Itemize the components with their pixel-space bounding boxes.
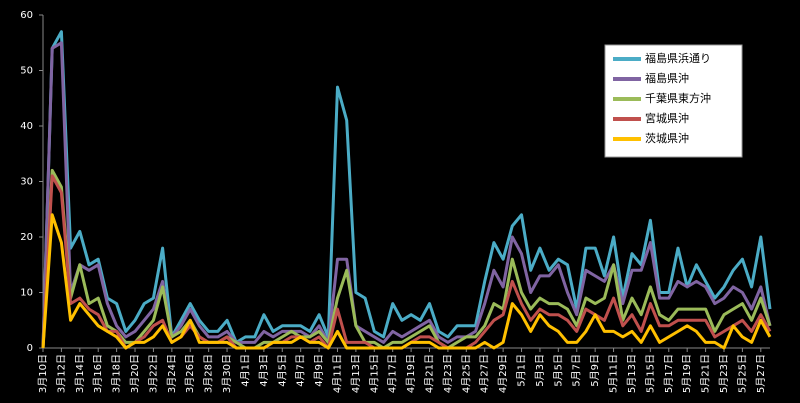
x-tick-label: 5月1日: [516, 354, 528, 387]
y-tick-label: 20: [20, 232, 33, 243]
legend-label: 福島県浜通り: [645, 51, 711, 65]
legend-label: 宮城県沖: [645, 111, 689, 125]
x-tick-label: 4月17日: [387, 354, 399, 393]
x-tick-label: 4月23日: [442, 354, 454, 393]
x-tick-label: 3月22日: [147, 354, 159, 393]
x-tick-label: 4月1日: [239, 354, 251, 387]
x-tick-label: 3月20日: [129, 354, 141, 393]
series-line: [41, 168, 772, 350]
x-tick-label: 5月27日: [755, 354, 767, 393]
x-tick-label: 5月19日: [681, 354, 693, 393]
legend-label: 千葉県東方沖: [645, 91, 711, 105]
x-tick-label: 5月13日: [626, 354, 638, 393]
x-tick-label: 4月5日: [276, 354, 288, 387]
x-tick-label: 5月25日: [736, 354, 748, 393]
x-tick-label: 5月7日: [571, 354, 583, 387]
x-tick-label: 5月5日: [552, 354, 564, 387]
x-tick-label: 4月25日: [460, 354, 472, 393]
y-tick-label: 10: [20, 288, 33, 299]
series-line: [41, 30, 772, 349]
x-tick-label: 4月29日: [497, 354, 509, 393]
x-tick-label: 4月3日: [258, 354, 270, 387]
x-tick-label: 3月18日: [111, 354, 123, 393]
x-tick-label: 4月15日: [368, 354, 380, 393]
x-tick-label: 4月13日: [350, 354, 362, 393]
x-tick-label: 3月30日: [221, 354, 233, 393]
x-tick-label: 5月21日: [700, 354, 712, 393]
x-tick-label: 5月15日: [644, 354, 656, 393]
x-tick-label: 4月11日: [331, 354, 343, 393]
x-tick-label: 5月11日: [608, 354, 620, 393]
x-tick-label: 5月23日: [718, 354, 730, 393]
y-tick-label: 60: [20, 10, 33, 21]
x-tick-label: 3月12日: [55, 354, 67, 393]
y-tick-label: 40: [20, 121, 33, 132]
y-tick-label: 0: [27, 343, 33, 354]
x-tick-label: 5月9日: [589, 354, 601, 387]
y-tick-label: 30: [20, 177, 33, 188]
x-tick-label: 5月17日: [663, 354, 675, 393]
x-tick-label: 4月19日: [405, 354, 417, 393]
x-tick-label: 5月3日: [534, 354, 546, 387]
x-tick-label: 3月28日: [203, 354, 215, 393]
legend-label: 茨城県沖: [645, 131, 689, 145]
x-tick-label: 4月7日: [295, 354, 307, 387]
x-tick-label: 3月10日: [37, 354, 49, 393]
x-tick-label: 3月26日: [184, 354, 196, 393]
series-line: [41, 213, 772, 350]
legend-label: 福島県沖: [645, 71, 689, 85]
x-tick-label: 3月16日: [92, 354, 104, 393]
x-tick-label: 3月14日: [74, 354, 86, 393]
x-tick-label: 4月9日: [313, 354, 325, 387]
y-tick-label: 50: [20, 66, 33, 77]
x-tick-label: 3月24日: [166, 354, 178, 393]
x-tick-label: 4月21日: [424, 354, 436, 393]
x-tick-label: 4月27日: [479, 354, 491, 393]
